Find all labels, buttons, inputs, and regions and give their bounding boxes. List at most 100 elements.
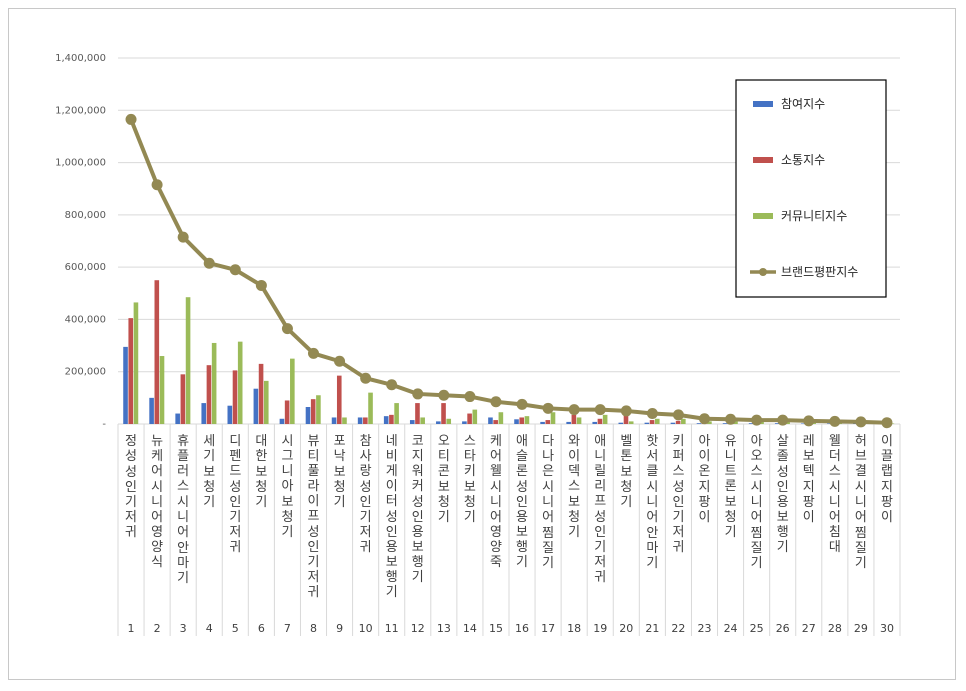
bar-소통지수	[597, 418, 603, 424]
rank-label: 6	[258, 622, 265, 635]
point-브랜드평판지수	[203, 257, 215, 269]
rank-label: 7	[284, 622, 291, 635]
bar-참여지수	[748, 423, 754, 424]
bar-소통지수	[258, 363, 264, 424]
rank-label: 12	[411, 622, 425, 635]
legend-marker	[759, 268, 767, 276]
bar-커뮤니티지수	[498, 412, 504, 424]
bar-참여지수	[618, 422, 624, 424]
bar-소통지수	[180, 374, 186, 424]
bar-소통지수	[154, 280, 160, 424]
point-브랜드평판지수	[412, 388, 424, 400]
rank-label: 4	[206, 622, 213, 635]
point-브랜드평판지수	[308, 347, 319, 359]
rank-label: 13	[437, 622, 451, 635]
legend-label: 소통지수	[781, 153, 825, 167]
bar-소통지수	[545, 420, 551, 424]
bar-소통지수	[649, 420, 655, 424]
rank-label: 25	[750, 622, 764, 635]
bar-참여지수	[436, 421, 441, 424]
rank-label: 24	[724, 622, 738, 635]
y-tick-label: 1,000,000	[55, 158, 106, 169]
bar-커뮤니티지수	[472, 409, 478, 424]
point-브랜드평판지수	[229, 264, 241, 276]
bar-참여지수	[827, 423, 832, 424]
legend-label: 참여지수	[781, 97, 825, 111]
bar-커뮤니티지수	[263, 380, 269, 424]
y-tick-label: -	[102, 419, 106, 430]
bar-참여지수	[488, 417, 493, 424]
legend-label: 브랜드평판지수	[781, 265, 858, 279]
rank-label: 22	[671, 622, 685, 635]
bar-커뮤니티지수	[446, 418, 452, 424]
rank-label: 16	[515, 622, 529, 635]
point-브랜드평판지수	[490, 396, 502, 408]
point-브랜드평판지수	[360, 372, 372, 384]
point-브랜드평판지수	[751, 414, 763, 426]
bar-소통지수	[493, 420, 498, 424]
point-브랜드평판지수	[281, 323, 293, 335]
point-브랜드평판지수	[464, 391, 476, 403]
legend-box	[735, 79, 887, 298]
point-브랜드평판지수	[725, 413, 737, 425]
y-tick-label: 1,400,000	[55, 53, 106, 64]
bar-소통지수	[415, 403, 420, 424]
bar-참여지수	[201, 403, 207, 424]
bar-참여지수	[409, 420, 415, 424]
point-브랜드평판지수	[255, 279, 267, 291]
legend-swatch	[753, 157, 773, 163]
bar-참여지수	[227, 405, 233, 424]
point-브랜드평판지수	[881, 417, 893, 429]
bar-소통지수	[336, 375, 342, 424]
bar-참여지수	[774, 423, 780, 424]
bar-커뮤니티지수	[733, 421, 738, 424]
bar-커뮤니티지수	[211, 342, 217, 424]
bar-커뮤니티지수	[602, 414, 608, 424]
rank-label: 8	[310, 622, 317, 635]
bar-소통지수	[310, 399, 316, 424]
rank-label: 3	[180, 622, 187, 635]
bar-참여지수	[305, 407, 311, 424]
bar-참여지수	[670, 422, 676, 424]
point-브랜드평판지수	[699, 413, 710, 425]
bar-커뮤니티지수	[133, 302, 139, 424]
point-브랜드평판지수	[803, 415, 815, 427]
bar-소통지수	[675, 420, 681, 424]
rank-label: 30	[880, 622, 894, 635]
bar-소통지수	[467, 413, 472, 424]
point-브랜드평판지수	[125, 113, 137, 125]
bar-소통지수	[623, 414, 629, 424]
bar-커뮤니티지수	[785, 421, 790, 424]
y-tick-label: 400,000	[65, 314, 106, 325]
rank-label: 9	[336, 622, 343, 635]
bar-참여지수	[800, 423, 806, 424]
bar-커뮤니티지수	[524, 416, 530, 424]
bar-참여지수	[566, 421, 571, 424]
bar-참여지수	[149, 397, 154, 424]
point-브랜드평판지수	[646, 408, 658, 420]
bar-참여지수	[279, 418, 285, 424]
rank-label: 19	[593, 622, 607, 635]
rank-label: 17	[541, 622, 555, 635]
bar-커뮤니티지수	[185, 297, 191, 424]
bar-커뮤니티지수	[394, 403, 399, 424]
point-브랜드평판지수	[855, 416, 867, 428]
y-tick-label: 800,000	[65, 210, 106, 221]
